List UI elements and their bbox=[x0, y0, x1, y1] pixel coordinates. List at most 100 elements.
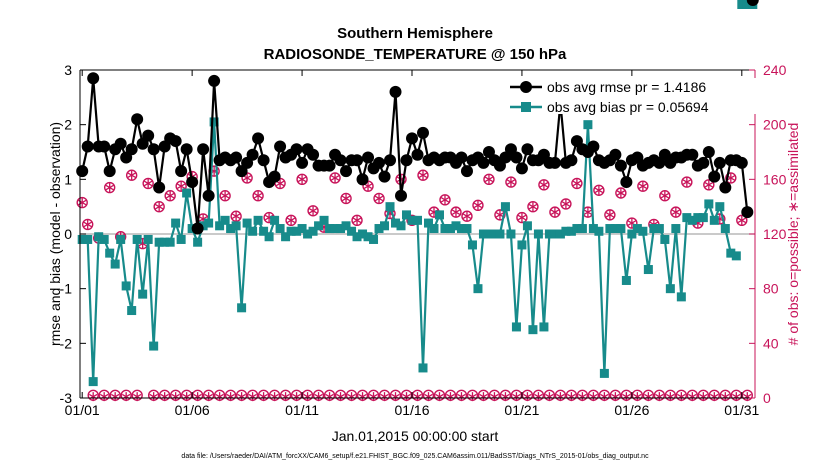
bias-marker bbox=[737, 0, 747, 9]
bias-marker bbox=[561, 226, 571, 236]
x-tick-label: 01/31 bbox=[724, 402, 759, 418]
bias-marker bbox=[632, 224, 642, 234]
legend-rmse: obs avg rmse pr = 1.4186 bbox=[510, 79, 706, 95]
bias-marker bbox=[396, 221, 406, 231]
data-file-footer: data file: /Users/raeder/DAI/ATM_forcXX/… bbox=[181, 453, 649, 460]
rmse-marker bbox=[356, 173, 369, 186]
bias-marker bbox=[715, 202, 725, 212]
assimilated-count-marker bbox=[572, 178, 582, 188]
x-axis-label: Jan.01,2015 00:00:00 start bbox=[332, 428, 499, 444]
bias-marker bbox=[506, 229, 516, 239]
assimilated-count-marker bbox=[154, 202, 164, 212]
assimilated-count-marker bbox=[220, 191, 230, 201]
rmse-marker bbox=[389, 85, 402, 98]
bias-marker bbox=[237, 303, 247, 313]
possible-count-marker bbox=[670, 206, 682, 218]
y-tick-label-right: 40 bbox=[763, 335, 779, 351]
rmse-marker bbox=[510, 151, 523, 164]
possible-count-marker bbox=[571, 177, 583, 190]
possible-count-marker bbox=[175, 180, 187, 192]
bias-marker bbox=[616, 224, 626, 234]
bias-marker bbox=[132, 234, 142, 244]
possible-count-marker bbox=[549, 206, 561, 218]
assimilated-count-marker bbox=[105, 183, 114, 193]
assimilated-count-marker bbox=[539, 180, 549, 190]
possible-count-marker bbox=[461, 210, 473, 222]
bias-marker bbox=[204, 218, 214, 228]
rmse-marker bbox=[362, 151, 375, 164]
assimilated-count-marker bbox=[352, 215, 362, 225]
bias-marker bbox=[621, 275, 631, 285]
bias-marker bbox=[456, 224, 466, 234]
assimilated-count-marker bbox=[374, 193, 384, 203]
bias-marker bbox=[594, 226, 604, 236]
possible-count-marker bbox=[153, 200, 165, 213]
bias-marker bbox=[462, 224, 472, 234]
bias-marker bbox=[176, 234, 186, 244]
bias-marker bbox=[248, 226, 258, 236]
rmse-marker bbox=[416, 126, 429, 139]
bias-marker bbox=[413, 215, 422, 225]
rmse-marker bbox=[290, 143, 303, 156]
rmse-marker bbox=[384, 154, 397, 167]
rmse-marker bbox=[713, 156, 726, 169]
possible-count-marker bbox=[725, 172, 737, 184]
assimilated-count-marker bbox=[594, 185, 604, 195]
rmse-marker bbox=[614, 159, 627, 172]
assimilated-count-marker bbox=[517, 213, 527, 223]
rmse-marker bbox=[521, 143, 534, 156]
possible-count-marker bbox=[560, 198, 572, 210]
bias-marker bbox=[434, 210, 444, 220]
rmse-marker bbox=[186, 176, 199, 189]
bias-marker bbox=[171, 218, 181, 228]
bias-marker bbox=[478, 229, 488, 239]
bias-marker bbox=[385, 202, 395, 212]
bias-marker bbox=[303, 229, 313, 239]
rmse-marker bbox=[98, 140, 111, 153]
assimilated-count-marker bbox=[286, 215, 296, 225]
assimilated-count-marker bbox=[660, 191, 670, 201]
rmse-marker bbox=[411, 148, 424, 161]
possible-count-marker bbox=[604, 209, 616, 221]
rmse-marker bbox=[257, 154, 270, 167]
rmse-marker bbox=[587, 140, 600, 153]
y-tick-label: -2 bbox=[60, 335, 73, 351]
axes: 01/01 01/06 01/11 01/16 01/21 01/26 01/31 -3 -2 -… bbox=[60, 62, 787, 418]
assimilated-count-marker bbox=[506, 177, 516, 187]
rmse-marker bbox=[378, 170, 391, 183]
bias-marker bbox=[704, 199, 714, 209]
x-tick-label: 01/06 bbox=[175, 402, 210, 418]
bias-marker bbox=[363, 232, 373, 242]
rmse-marker bbox=[125, 143, 138, 156]
bias-marker bbox=[423, 218, 433, 228]
rmse-marker bbox=[230, 151, 243, 164]
bias-marker bbox=[445, 224, 455, 234]
bias-marker bbox=[143, 234, 153, 244]
rmse-marker bbox=[686, 148, 699, 161]
possible-count-marker bbox=[538, 179, 550, 191]
bias-marker bbox=[539, 322, 549, 332]
possible-count-marker bbox=[472, 199, 484, 212]
possible-count-marker bbox=[593, 184, 605, 196]
rmse-marker bbox=[76, 165, 89, 178]
assimilated-count-marker bbox=[451, 207, 461, 217]
bias-marker bbox=[105, 248, 115, 258]
bias-marker bbox=[726, 248, 736, 258]
bias-marker bbox=[275, 224, 285, 234]
possible-count-marker bbox=[142, 177, 154, 190]
rmse-marker bbox=[87, 72, 100, 85]
possible-count-marker bbox=[637, 180, 649, 192]
bias-marker bbox=[429, 224, 439, 234]
possible-count-marker bbox=[76, 196, 88, 209]
bias-marker bbox=[550, 229, 560, 239]
possible-count-marker bbox=[252, 190, 264, 202]
assimilated-count-marker bbox=[143, 178, 153, 188]
bias-marker bbox=[649, 224, 659, 234]
bias-marker bbox=[599, 368, 609, 378]
bias-marker bbox=[693, 213, 703, 223]
bias-marker bbox=[341, 221, 351, 231]
bias-marker bbox=[193, 237, 203, 247]
rmse-marker bbox=[208, 74, 221, 87]
possible-count-marker bbox=[527, 200, 539, 213]
